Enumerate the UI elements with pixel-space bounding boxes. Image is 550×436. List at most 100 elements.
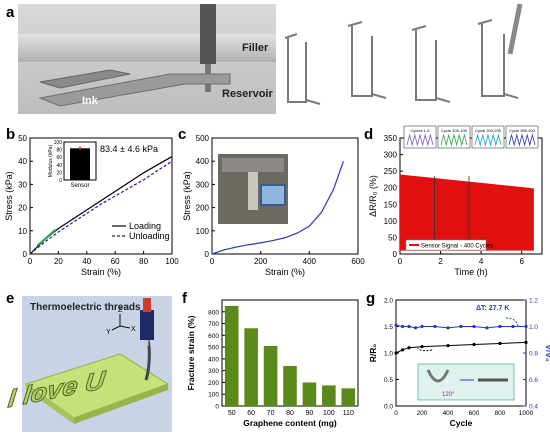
arrow-left-axis — [417, 347, 433, 352]
series-point-1 — [400, 348, 405, 352]
y-tick-label: 700 — [208, 321, 219, 328]
bar-50 — [224, 305, 239, 406]
bar-60 — [244, 328, 258, 406]
y-tick-label: 50 — [18, 134, 27, 143]
e-axis-y: Y — [106, 329, 111, 336]
y-tick-label: 30 — [18, 180, 27, 189]
y-tick-label: 300 — [384, 151, 398, 160]
cycle-inset-wave-1 — [406, 133, 434, 147]
y-tick-label: 400 — [208, 356, 219, 363]
initial-slope-highlight — [36, 228, 57, 247]
series-point-2 — [407, 324, 411, 329]
y-tick-label: 100 — [196, 227, 210, 236]
y-tick-label: 10 — [18, 227, 27, 236]
series-point-2 — [498, 324, 502, 329]
y-tick-label: 0 — [393, 250, 398, 259]
series-point-1 — [498, 341, 502, 346]
x-tick-label: 600 — [469, 410, 480, 417]
plot-frame — [211, 137, 359, 255]
cycle-inset-label-2: Cycle 100-105 — [441, 128, 468, 133]
y-right-tick-label: 1.0 — [529, 324, 538, 331]
angle-label: 120° — [442, 392, 455, 398]
y-tick-label: 200 — [196, 204, 210, 213]
x-tick-label: 0 — [398, 257, 403, 266]
cycle-inset-wave-4 — [508, 133, 536, 147]
x-tick-label: 0 — [394, 410, 398, 417]
cycle-inset-wave-3 — [474, 133, 502, 147]
y-tick-label: 800 — [208, 309, 219, 316]
y-right-tick-label: 0.8 — [529, 351, 538, 358]
series-point-1 — [446, 343, 450, 348]
inset-y-tick-label: 40 — [56, 163, 62, 169]
photo-monitor-screen — [262, 186, 284, 204]
x-tick-label: 4 — [479, 257, 484, 266]
series-point-2 — [511, 324, 515, 329]
series-point-1 — [524, 340, 528, 344]
y-tick-label: 0 — [23, 250, 28, 259]
arrow-right-axis — [505, 317, 519, 327]
x-axis-label: Strain (%) — [265, 267, 305, 277]
x-tick-label: 400 — [443, 410, 454, 417]
bent-thread — [426, 369, 450, 383]
inset-y-axis-label: Modulus (kPa) — [48, 145, 54, 178]
x-tick-label: 100 — [323, 410, 335, 417]
e-axes-icon — [111, 314, 131, 331]
series-point-2 — [433, 324, 437, 329]
legend-box — [405, 239, 487, 251]
inset-y-tick-label: 100 — [54, 140, 63, 146]
y-axis-label: Fracture strain (%) — [186, 315, 196, 390]
cycle-inset-label-3: Cycle 200-205 — [475, 128, 502, 133]
inset-y-tick-label: 80 — [56, 148, 62, 154]
bar-90 — [302, 382, 317, 406]
inset-y-tick-label: 20 — [56, 170, 62, 176]
cycle-inset-1 — [403, 125, 437, 149]
x-axis-label: Time (h) — [454, 267, 487, 277]
chart-d: 0 2 4 6 0 50 100 150 200 250 300 350 Time (h) ΔR/R₀ (… — [368, 125, 543, 277]
y-tick-label: 250 — [384, 167, 398, 176]
x-tick-label: 60 — [247, 410, 255, 417]
cycle-inset-2 — [437, 125, 471, 149]
bar-70 — [263, 345, 278, 406]
panel-letter-d: d — [364, 126, 374, 143]
series-point-2 — [459, 324, 463, 329]
panel-letter-a: a — [6, 4, 15, 21]
delta-t-annotation: ΔT: 27.7 K — [476, 305, 509, 312]
series-point-2 — [420, 324, 424, 329]
y-tick-label: 600 — [208, 333, 219, 340]
panel-letter-g: g — [366, 290, 376, 307]
y-tick-label: 1.0 — [384, 351, 393, 358]
series-point-2 — [485, 326, 489, 330]
y-tick-label: 50 — [388, 233, 397, 242]
y-right-tick-label: 1.2 — [529, 298, 538, 305]
panel-a-illustration: Filler Reservoir Ink — [18, 3, 523, 114]
panel-letter-e: e — [6, 290, 15, 307]
series-point-2 — [413, 326, 418, 330]
bar-100 — [322, 385, 336, 406]
x-tick-label: 90 — [306, 410, 314, 417]
x-tick-label: 50 — [228, 410, 236, 417]
cycle-inset-3 — [471, 125, 505, 149]
series-line-1 — [211, 161, 344, 255]
x-tick-label: 1000 — [519, 410, 534, 417]
y-right-tick-label: 0.6 — [529, 377, 538, 384]
inset-y-tick-label: 0 — [59, 178, 62, 184]
inset-annotation: 83.4 ± 4.6 kPa — [100, 144, 158, 154]
filler-slab — [18, 34, 276, 62]
y-axis-label: ΔR/R₀ (%) — [368, 175, 378, 217]
x-tick-label: 0 — [210, 257, 215, 266]
inset-category-label: Sensor — [70, 183, 89, 189]
printed-patterns — [284, 19, 519, 105]
panel-letter-f: f — [182, 290, 187, 307]
y-tick-label: 1.5 — [384, 324, 393, 331]
y-tick-label: 500 — [196, 134, 210, 143]
series-point-2 — [394, 323, 398, 327]
plot-frame — [29, 137, 173, 255]
series-line-2 — [29, 160, 173, 255]
cycle-inset-4 — [505, 125, 539, 149]
x-axis-label: Strain (%) — [81, 267, 121, 277]
series-point-1 — [394, 351, 398, 355]
x-tick-label: 110 — [343, 410, 354, 417]
y-tick-label: 100 — [384, 217, 398, 226]
y-tick-label: 0.0 — [384, 404, 393, 411]
y-tick-label: 400 — [196, 157, 210, 166]
